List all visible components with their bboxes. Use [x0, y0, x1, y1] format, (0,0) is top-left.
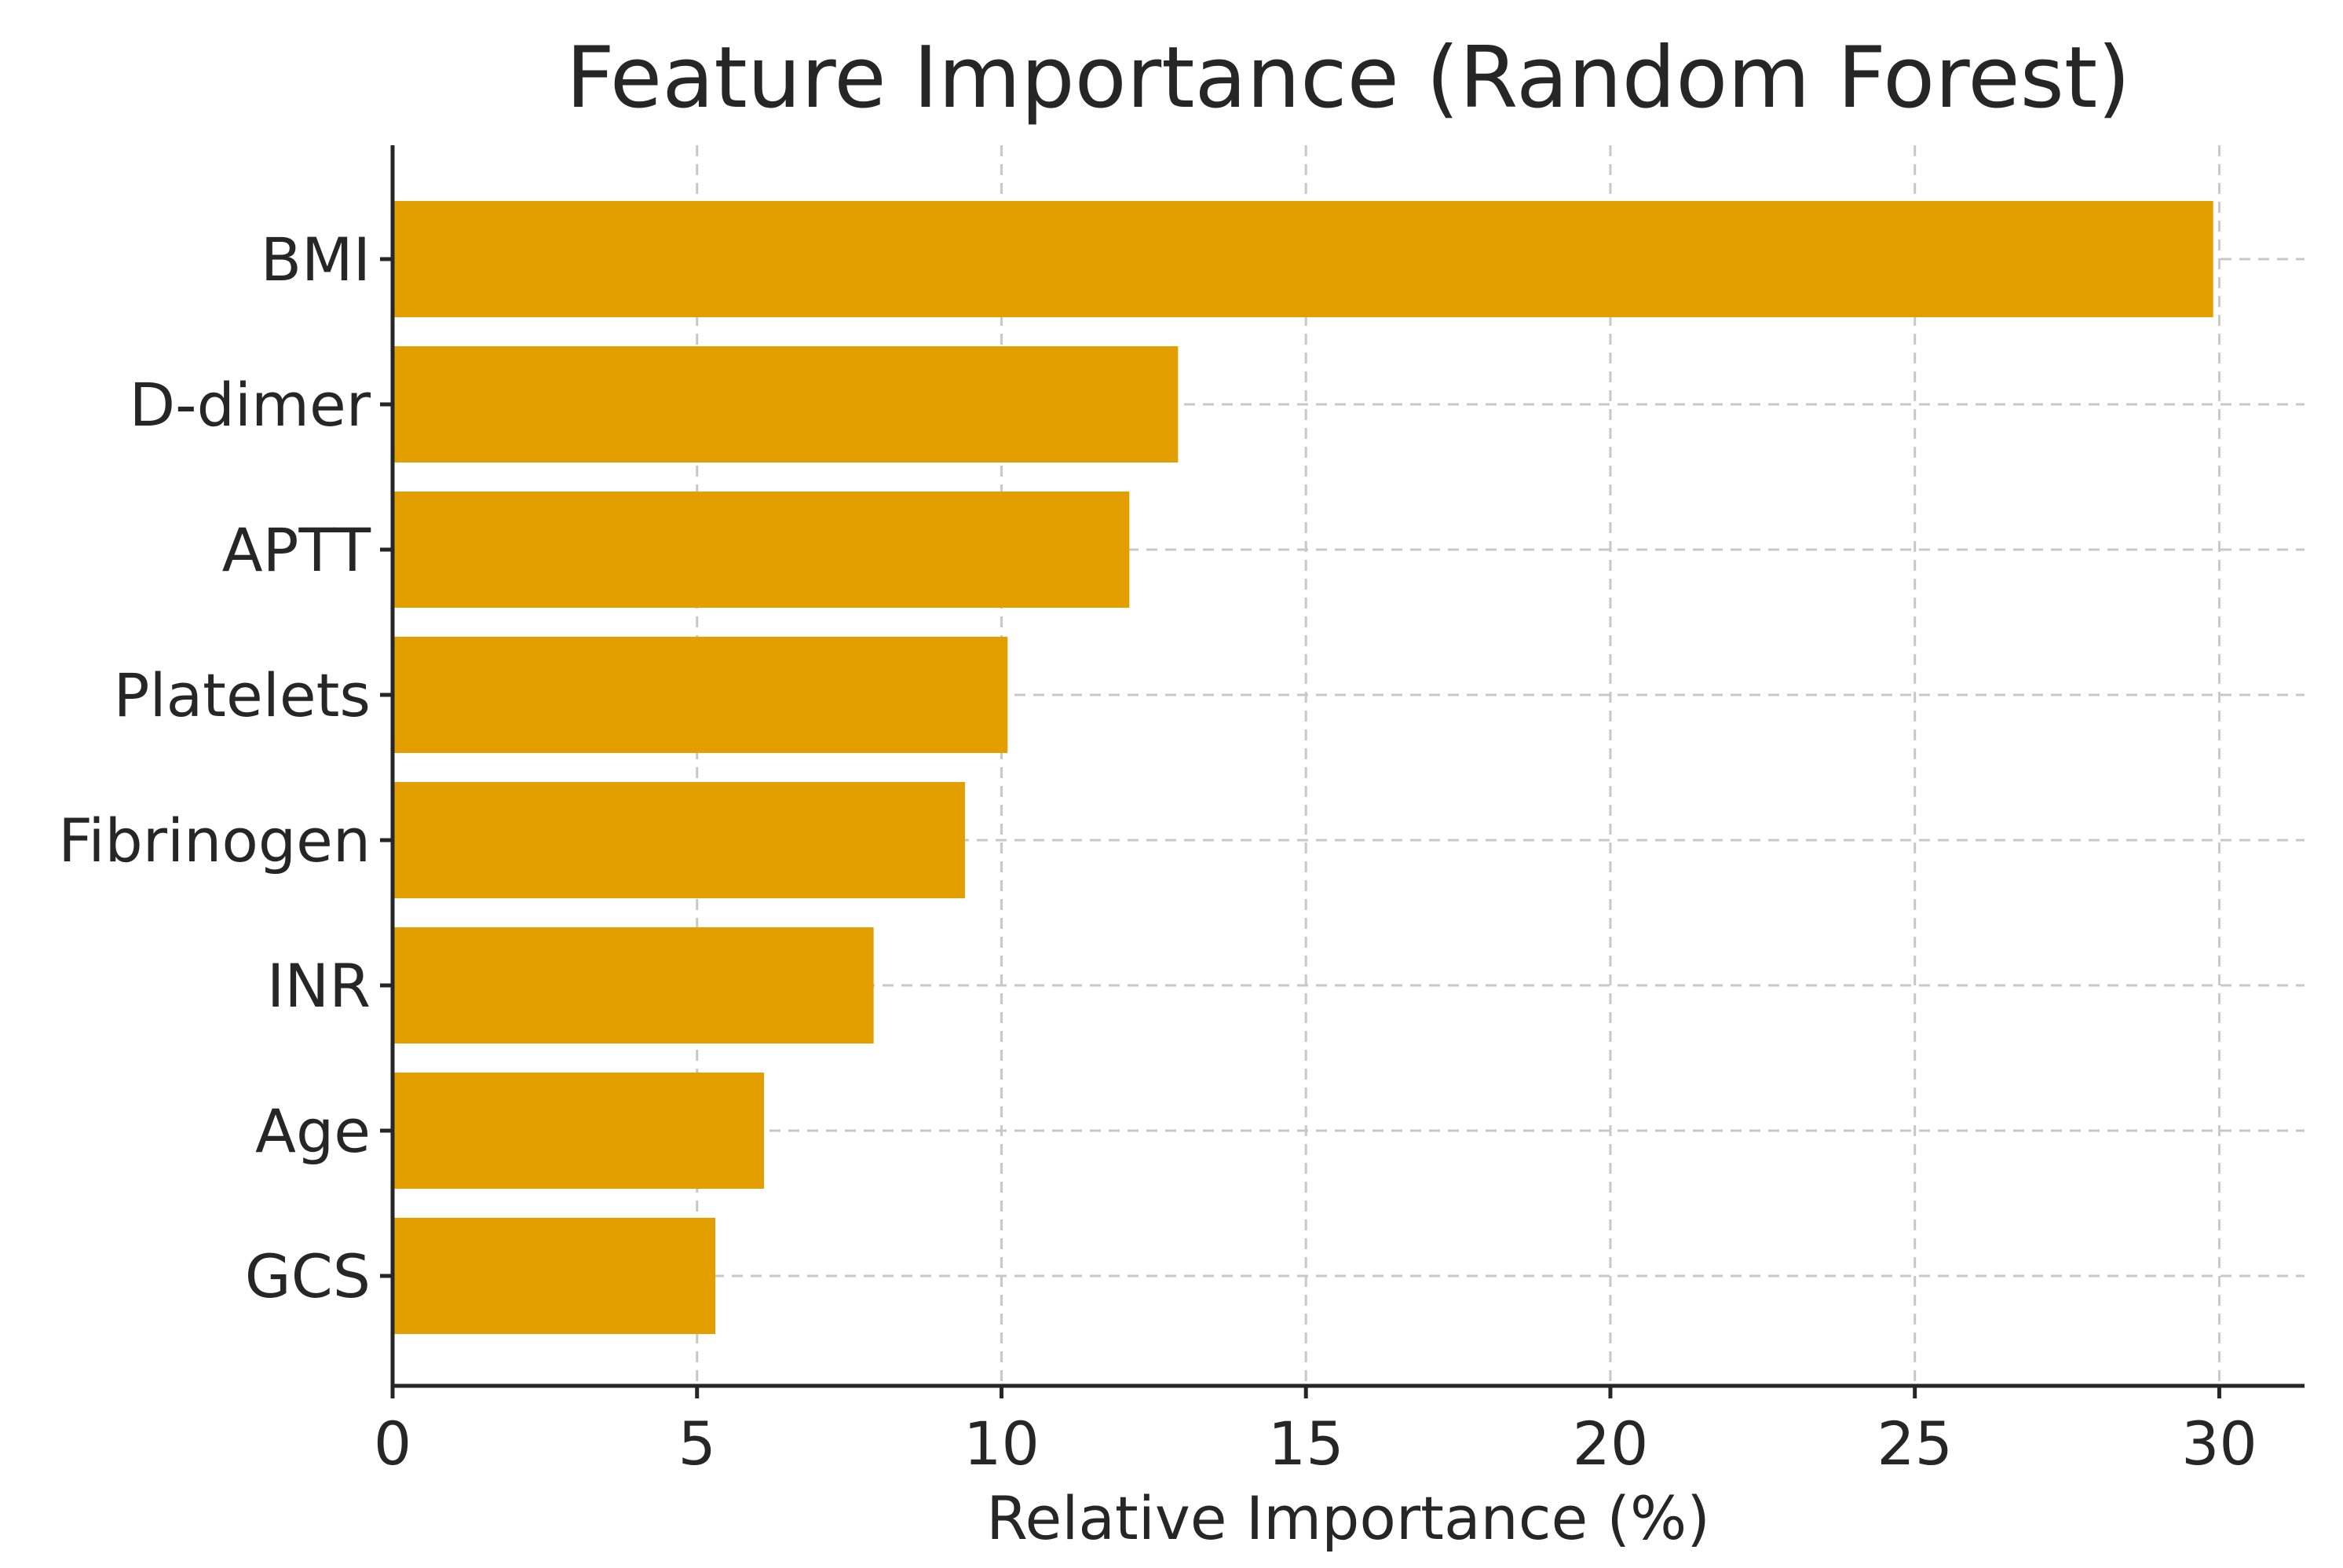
x-axis-label: Relative Importance (%) [986, 1483, 1710, 1553]
ticks-layer: 0 5 10 15 20 25 30 BMI D-dimer APTT Platelets Fibri… [58, 225, 2257, 1478]
bar [393, 492, 1130, 608]
x-tick-label: 30 [2181, 1409, 2257, 1478]
bar [393, 201, 2213, 317]
x-tick-label: 15 [1268, 1409, 1344, 1478]
y-tick-label: INR [267, 951, 371, 1021]
bar [393, 346, 1179, 462]
chart-title: Feature Importance (Random Forest) [566, 29, 2131, 127]
bar [393, 637, 1008, 753]
x-tick-label: 0 [374, 1409, 411, 1478]
bar [393, 927, 874, 1044]
y-tick-label: Fibrinogen [58, 806, 371, 875]
bar [393, 1073, 765, 1189]
x-tick-label: 20 [1573, 1409, 1649, 1478]
axes-layer [390, 145, 2305, 1388]
y-tick-label: D-dimer [130, 370, 371, 440]
bars-layer [393, 201, 2213, 1334]
y-tick-label: Platelets [114, 660, 371, 730]
bar [393, 782, 965, 898]
y-tick-label: BMI [261, 225, 371, 294]
x-tick-label: 5 [678, 1409, 716, 1478]
y-tick-label: Age [255, 1096, 371, 1166]
y-tick-label: GCS [245, 1241, 371, 1311]
y-tick-label: APTT [222, 515, 371, 585]
x-tick-label: 25 [1877, 1409, 1953, 1478]
x-tick-label: 10 [963, 1409, 1040, 1478]
bar [393, 1218, 716, 1334]
